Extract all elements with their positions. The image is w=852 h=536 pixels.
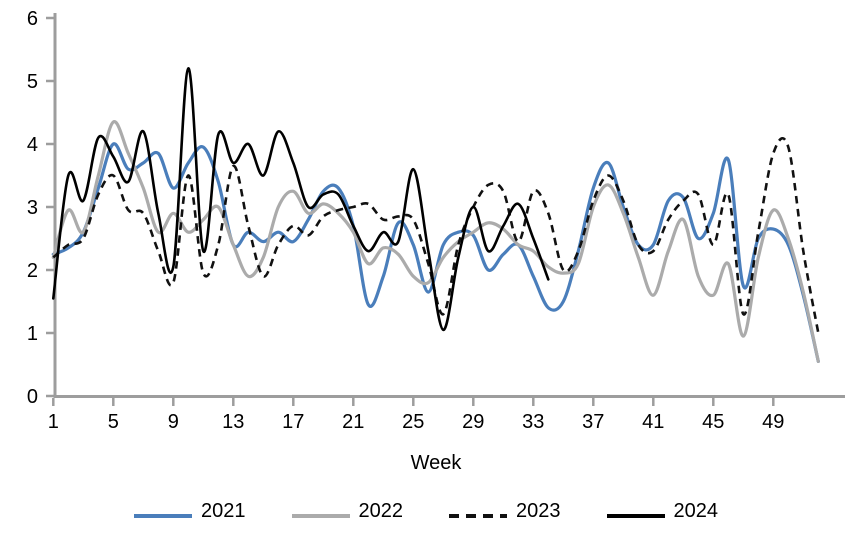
y-tick-label: 2 bbox=[27, 260, 38, 282]
legend-item-2023: 2023 bbox=[449, 501, 561, 521]
legend-item-2024: 2024 bbox=[606, 500, 719, 522]
series-line-2023 bbox=[52, 136, 820, 334]
legend-swatch-svg bbox=[134, 514, 192, 518]
y-tick-label: 3 bbox=[27, 197, 38, 219]
legend-item-2021: 2021 bbox=[134, 501, 246, 521]
x-tick-label: 25 bbox=[402, 411, 424, 433]
y-tick-label: 5 bbox=[27, 71, 38, 93]
x-tick-label: 33 bbox=[522, 411, 544, 433]
legend-label: 2023 bbox=[516, 500, 561, 522]
x-tick-label: 49 bbox=[762, 411, 784, 433]
legend-label: 2022 bbox=[358, 500, 404, 522]
legend-label: 2021 bbox=[201, 500, 246, 522]
x-axis-title: Week bbox=[411, 452, 463, 474]
x-tick-label: 9 bbox=[168, 411, 179, 433]
x-tick-label: 37 bbox=[582, 411, 604, 433]
legend-line-sample-2023 bbox=[449, 507, 507, 518]
series-line-2021 bbox=[51, 142, 820, 363]
legend-line-sample-2022 bbox=[291, 507, 350, 518]
x-tick-label: 13 bbox=[222, 411, 244, 433]
x-tick-label: 29 bbox=[462, 411, 484, 433]
y-tick-label: 0 bbox=[27, 386, 38, 408]
legend-line-sample-2024 bbox=[606, 507, 665, 518]
legend-swatch-svg bbox=[291, 514, 350, 518]
legend-swatch-svg bbox=[449, 514, 507, 518]
legend-swatch-svg bbox=[606, 514, 665, 518]
x-tick-label: 5 bbox=[108, 411, 119, 433]
legend-line-sample-2021 bbox=[134, 507, 192, 518]
legend-item-2022: 2022 bbox=[291, 500, 404, 522]
y-tick-label: 6 bbox=[27, 8, 38, 30]
series-line-2022 bbox=[51, 120, 820, 363]
series-line-2024 bbox=[52, 67, 550, 332]
x-tick-label: 17 bbox=[282, 411, 304, 433]
chart-legend: 2021 2022 2023 2024 bbox=[0, 491, 852, 531]
y-tick-label: 4 bbox=[27, 134, 38, 156]
legend-label: 2024 bbox=[673, 500, 719, 522]
y-tick-label: 1 bbox=[27, 323, 38, 345]
x-tick-label: 41 bbox=[642, 411, 664, 433]
x-tick-label: 45 bbox=[702, 411, 724, 433]
x-tick-label: 1 bbox=[48, 411, 59, 433]
x-tick-label: 21 bbox=[342, 411, 364, 433]
